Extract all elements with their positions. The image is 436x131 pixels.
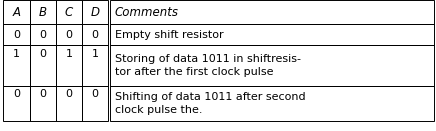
Text: Comments: Comments <box>115 6 179 19</box>
Bar <box>56 0 82 24</box>
Bar <box>56 45 82 86</box>
Text: Storing of data 1011 in shiftresis-
tor after the first clock pulse: Storing of data 1011 in shiftresis- tor … <box>115 54 301 77</box>
Bar <box>110 86 434 121</box>
Text: 0: 0 <box>65 30 72 40</box>
Bar <box>56 86 82 121</box>
Text: 0: 0 <box>39 89 46 99</box>
Bar <box>30 86 56 121</box>
Text: B: B <box>39 6 47 19</box>
Bar <box>56 24 82 45</box>
Bar <box>82 45 108 86</box>
Bar <box>110 24 434 45</box>
Text: C: C <box>65 6 73 19</box>
Bar <box>82 0 108 24</box>
Text: 0: 0 <box>65 89 72 99</box>
Bar <box>3 86 30 121</box>
Text: 0: 0 <box>13 89 20 99</box>
Text: Shifting of data 1011 after second
clock pulse the.: Shifting of data 1011 after second clock… <box>115 92 305 115</box>
Bar <box>3 0 30 24</box>
Text: D: D <box>91 6 99 19</box>
Bar <box>30 0 56 24</box>
Text: 0: 0 <box>92 30 99 40</box>
Bar <box>82 24 108 45</box>
Bar <box>30 24 56 45</box>
Bar <box>110 0 434 24</box>
Bar <box>3 45 30 86</box>
Text: 0: 0 <box>92 89 99 99</box>
Text: 0: 0 <box>39 30 46 40</box>
Bar <box>3 24 30 45</box>
Text: Empty shift resistor: Empty shift resistor <box>115 30 223 40</box>
Text: 0: 0 <box>39 49 46 59</box>
Text: A: A <box>13 6 20 19</box>
Bar <box>30 45 56 86</box>
Text: 1: 1 <box>92 49 99 59</box>
Bar <box>82 86 108 121</box>
Text: 0: 0 <box>13 30 20 40</box>
Text: 1: 1 <box>65 49 72 59</box>
Bar <box>110 45 434 86</box>
Text: 1: 1 <box>13 49 20 59</box>
